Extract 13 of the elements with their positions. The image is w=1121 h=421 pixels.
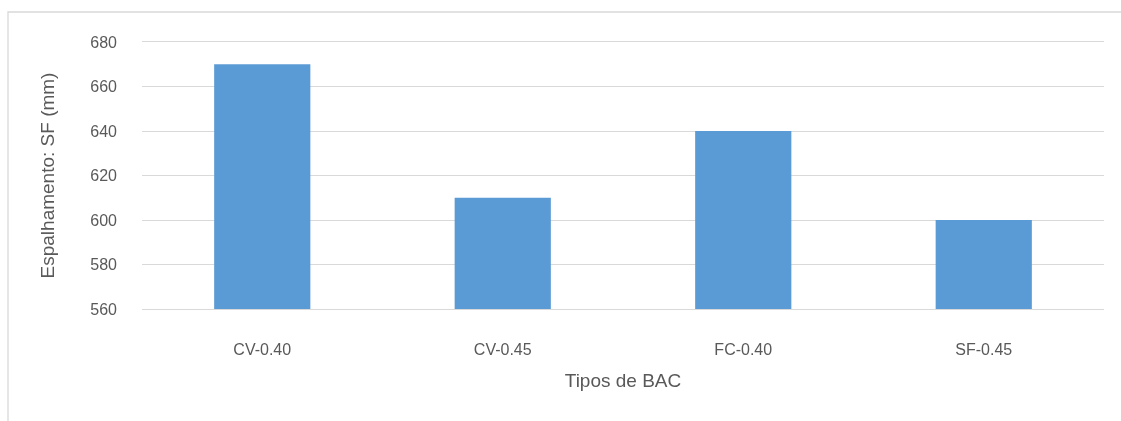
x-tick-label: CV-0.45: [473, 341, 532, 359]
y-axis-title: Espalhamento: SF (mm): [37, 72, 59, 279]
x-axis-title: Tipos de BAC: [564, 370, 682, 392]
x-tick-label: SF-0.45: [955, 341, 1013, 359]
y-tick-label: 600: [90, 211, 118, 229]
y-tick-label: 620: [90, 167, 118, 185]
y-tick-label: 640: [90, 122, 118, 140]
y-tick-label: 580: [90, 256, 118, 274]
y-tick-label: 560: [90, 300, 118, 318]
x-tick-label: CV-0.40: [233, 341, 292, 359]
y-tick-label: 680: [90, 33, 118, 51]
x-tick-label: FC-0.40: [714, 341, 773, 359]
y-tick-label: 660: [90, 78, 118, 96]
